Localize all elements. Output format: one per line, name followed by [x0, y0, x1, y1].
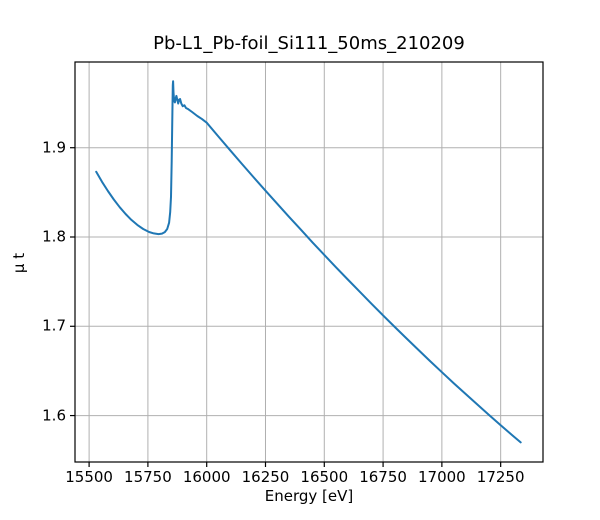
chart-title: Pb-L1_Pb-foil_Si111_50ms_210209: [153, 33, 465, 54]
x-tick-label-17250: 17250: [476, 468, 525, 486]
x-tick-label-15500: 15500: [65, 468, 113, 486]
x-tick-label-17000: 17000: [418, 468, 466, 486]
y-tick-label-1.7: 1.7: [42, 316, 66, 335]
x-tick-label-15750: 15750: [124, 468, 172, 486]
x-tick-label-16000: 16000: [182, 468, 231, 486]
axes-spines: [74, 61, 544, 463]
y-tick-label-1.9: 1.9: [42, 138, 66, 157]
y-axis-label-text: μ t: [10, 252, 28, 274]
y-tick-label-1.6: 1.6: [42, 406, 66, 425]
data-line-mu-t: [95, 80, 522, 444]
x-tick-label-16750: 16750: [359, 468, 407, 486]
x-tick-label-16250: 16250: [241, 468, 290, 486]
y-tick-label-1.8: 1.8: [42, 227, 66, 246]
x-axis-label: Energy [eV]: [264, 487, 354, 505]
x-tick-label-16500: 16500: [300, 468, 349, 486]
